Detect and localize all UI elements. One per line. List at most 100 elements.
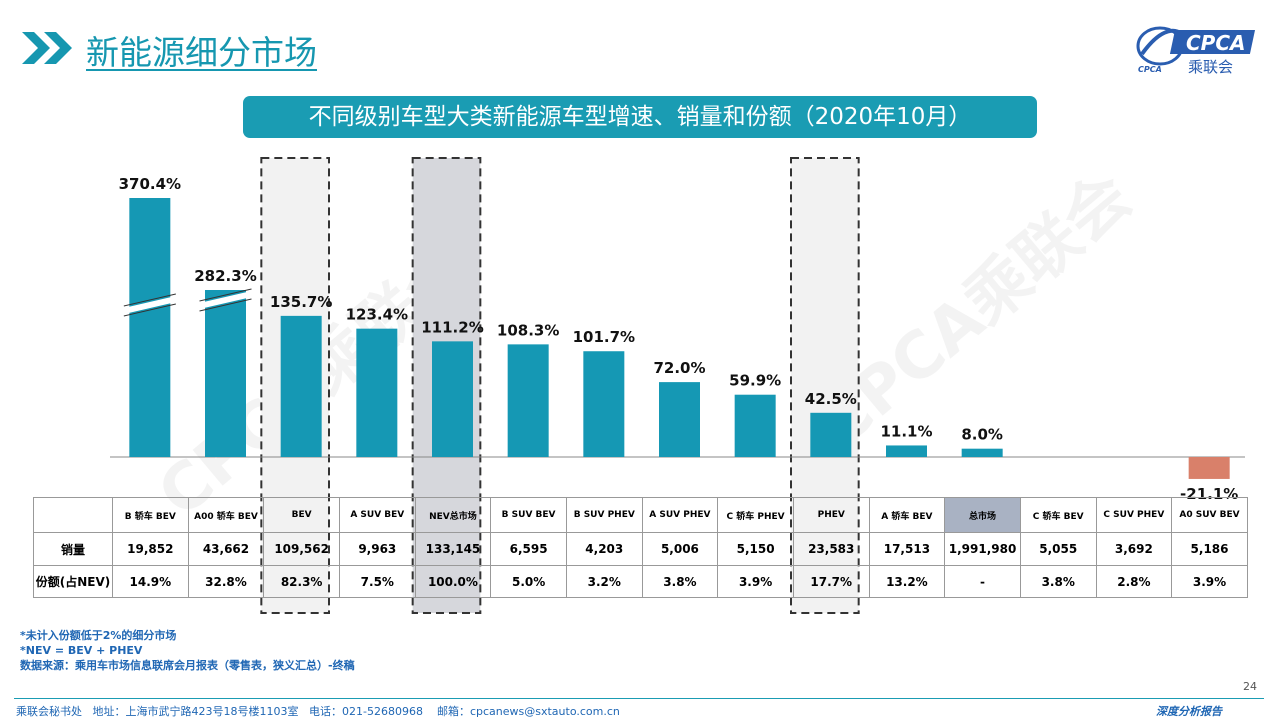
sales-cell: 6,595 [490, 532, 567, 566]
footer-email: 邮箱：cpcanews@sxtauto.com.cn [436, 705, 620, 718]
logo-small-text: CPCA [1138, 65, 1162, 74]
table-corner-cell [33, 497, 113, 533]
share-cell: 14.9% [112, 565, 189, 598]
sales-cell: 19,852 [112, 532, 189, 566]
note-line: *未计入份额低于2%的细分市场 [20, 629, 177, 642]
table-header-cell: PHEV [792, 497, 870, 533]
bar [810, 412, 852, 457]
footer-phone: 电话：021-52680968 [309, 705, 423, 718]
notes: *未计入份额低于2%的细分市场 *NEV = BEV + PHEV 数据来源：乘… [20, 628, 355, 673]
note-line: *NEV = BEV + PHEV [20, 644, 143, 657]
bar [1188, 457, 1230, 479]
data-label: 135.7% [270, 293, 332, 311]
share-cell: 3.9% [717, 565, 794, 598]
row-label-share: 份额(占NEV) [33, 565, 113, 598]
table-header-cell: 总市场 [944, 497, 1021, 533]
bar [432, 341, 473, 457]
sales-cell: 133,145 [414, 532, 492, 566]
bar [205, 290, 246, 457]
table-row-sales: 销量 19,852 43,662 109,562 9,963 133,145 6,595 4,… [33, 532, 1248, 566]
data-label: 42.5% [805, 390, 857, 408]
sales-cell: 4,203 [565, 532, 643, 566]
table-header-cell: A0 SUV BEV [1171, 497, 1248, 533]
share-cell: 3.8% [1019, 565, 1097, 598]
table-header-cell: C SUV PHEV [1095, 497, 1173, 533]
data-label: 108.3% [497, 321, 559, 339]
footer-info: 乘联会秘书处 地址：上海市武宁路423号18号楼1103室 电话：021-526… [16, 703, 620, 719]
share-cell: 5.0% [490, 565, 567, 598]
sales-cell: 1,991,980 [944, 532, 1021, 566]
table-header-cell: NEV总市场 [414, 497, 492, 533]
sales-cell: 5,150 [717, 532, 794, 566]
share-cell: 7.5% [338, 565, 416, 598]
table-row-share: 份额(占NEV) 14.9% 32.8% 82.3% 7.5% 100.0% 5.0% 3.2… [33, 565, 1248, 598]
table-header-cell: A SUV BEV [338, 497, 416, 533]
sales-cell: 5,186 [1171, 532, 1248, 566]
sales-cell: 9,963 [338, 532, 416, 566]
logo-text: CPCA [1186, 31, 1246, 55]
bar [507, 344, 549, 457]
note-line: 数据来源：乘用车市场信息联席会月报表（零售表，狭义汇总）-终稿 [20, 659, 355, 672]
table-header-cell: C 轿车 PHEV [717, 497, 794, 533]
cpca-logo: CPCA 乘联会 CPCA [1136, 26, 1256, 76]
share-cell: 3.8% [641, 565, 719, 598]
share-cell: 3.2% [565, 565, 643, 598]
table-header-cell: B 轿车 BEV [112, 497, 189, 533]
table-header-cell: A00 轿车 BEV [187, 497, 265, 533]
bar [659, 382, 700, 457]
table-header-cell: A 轿车 BEV [868, 497, 946, 533]
chevron-icon [22, 32, 72, 64]
share-cell: 2.8% [1095, 565, 1173, 598]
table-header-cell: BEV [263, 497, 340, 533]
data-table: B 轿车 BEV A00 轿车 BEV BEV A SUV BEV NEV总市场 B SU… [33, 497, 1248, 598]
sales-cell: 5,006 [641, 532, 719, 566]
bar [961, 448, 1003, 457]
data-label: 11.1% [880, 422, 932, 440]
share-cell: 32.8% [187, 565, 265, 598]
sales-cell: 5,055 [1019, 532, 1097, 566]
data-label: 282.3% [194, 267, 256, 285]
row-label-sales: 销量 [33, 532, 113, 566]
share-cell: 3.9% [1171, 565, 1248, 598]
bar [280, 315, 322, 457]
bar [583, 351, 625, 457]
table-header-cell: B SUV BEV [490, 497, 567, 533]
axis-break [123, 303, 176, 317]
bar [886, 445, 927, 457]
data-label: 59.9% [729, 372, 781, 390]
logo-subtext: 乘联会 [1188, 58, 1233, 76]
page-title: 新能源细分市场 [86, 33, 317, 72]
table-header-cell: C 轿车 BEV [1019, 497, 1097, 533]
axis-break [199, 298, 252, 312]
chart-banner: 不同级别车型大类新能源车型增速、销量和份额（2020年10月） [243, 96, 1037, 138]
footer-divider [14, 698, 1264, 699]
bar [734, 394, 776, 457]
share-cell: 82.3% [263, 565, 340, 598]
axis-break [198, 291, 253, 309]
sales-cell: 109,562 [263, 532, 340, 566]
table-header-cell: B SUV PHEV [565, 497, 643, 533]
sales-cell: 23,583 [792, 532, 870, 566]
axis-break [123, 296, 177, 314]
data-label: 370.4% [119, 175, 181, 193]
data-label: 72.0% [653, 359, 705, 377]
data-label: 111.2% [421, 318, 483, 336]
sales-cell: 17,513 [868, 532, 946, 566]
page-number: 24 [1243, 680, 1257, 693]
table-header-row: B 轿车 BEV A00 轿车 BEV BEV A SUV BEV NEV总市场 B SU… [33, 497, 1248, 533]
sales-cell: 3,692 [1095, 532, 1173, 566]
data-label: 8.0% [961, 426, 1003, 444]
share-cell: 17.7% [792, 565, 870, 598]
share-cell: 100.0% [414, 565, 492, 598]
data-label: 101.7% [573, 328, 635, 346]
share-cell: 13.2% [868, 565, 946, 598]
table-header-cell: A SUV PHEV [641, 497, 719, 533]
bar [356, 328, 398, 457]
footer-report-label: 深度分析报告 [1156, 705, 1222, 718]
share-cell: - [944, 565, 1021, 598]
bar [129, 198, 171, 457]
data-label: 123.4% [346, 306, 408, 324]
axis-break [123, 293, 176, 307]
sales-cell: 43,662 [187, 532, 265, 566]
